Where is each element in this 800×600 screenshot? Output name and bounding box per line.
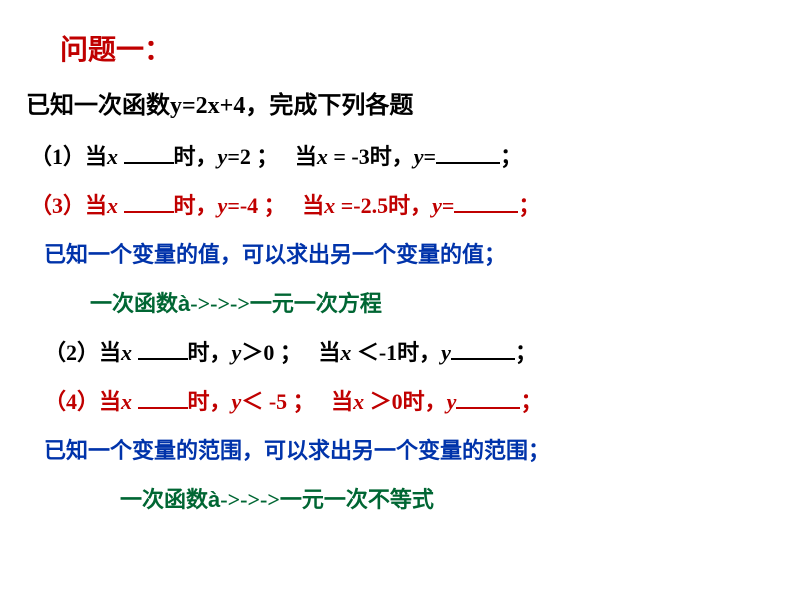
q1-p1c: =2 ；: [227, 144, 278, 169]
arrow-line-1: 一次函数à->->->一元一次方程: [90, 287, 780, 320]
blank-fill: [436, 162, 500, 164]
q1-num: （1）: [30, 144, 85, 169]
var-y: y: [414, 144, 424, 169]
arrow-src: 一次函数: [90, 291, 178, 316]
var-y: y: [432, 193, 442, 218]
var-x: x: [324, 193, 335, 218]
var-x: x: [121, 389, 132, 414]
var-x: x: [340, 340, 351, 365]
blank-fill: [451, 358, 515, 360]
q3-p2b: =-2.5时，: [335, 193, 432, 218]
var-x: x: [107, 144, 118, 169]
intro-prefix: 已知一次函数: [26, 93, 170, 119]
question-2: （2）当x 时，y＞0 ； 当x ＜-1时，y；: [44, 336, 780, 369]
blank-fill: [124, 211, 174, 213]
var-y: y: [218, 144, 228, 169]
var-y: y: [232, 389, 242, 414]
q4-p1b: 时，: [188, 389, 232, 414]
q3-num: （3）: [30, 193, 85, 218]
q1-p1a: 当: [85, 144, 107, 169]
q4-num: （4）: [44, 389, 99, 414]
var-y: y: [218, 193, 228, 218]
arrow-dst: 一元一次不等式: [280, 487, 434, 512]
q1-p2a: 当: [295, 144, 317, 169]
q1-p2d: ；: [500, 144, 522, 169]
q1-p2c: =: [424, 144, 437, 169]
q3-p1c: =-4 ；: [227, 193, 285, 218]
arrow-seq: ->->->: [220, 487, 280, 512]
q2-num: （2）: [44, 340, 99, 365]
summary-value: 已知一个变量的值，可以求出另一个变量的值；: [44, 238, 780, 271]
question-3: （3）当x 时，y=-4 ； 当x =-2.5时，y=；: [30, 189, 780, 222]
var-x: x: [317, 144, 328, 169]
intro-text: 已知一次函数y=2x+4，完成下列各题: [26, 88, 780, 124]
q2-p1c: ＞0 ；: [241, 340, 302, 365]
q4-p2a: 当: [331, 389, 353, 414]
arrow-seq: ->->->: [190, 291, 250, 316]
var-y: y: [232, 340, 242, 365]
blank-fill: [124, 162, 174, 164]
q4-p2d: ；: [520, 389, 542, 414]
var-y: y: [441, 340, 451, 365]
q1-p1b: 时，: [174, 144, 218, 169]
auto-arrow-icon: à: [208, 487, 220, 512]
var-y: y: [447, 389, 457, 414]
intro-suffix: ，完成下列各题: [245, 93, 413, 119]
q3-p2d: ；: [518, 193, 540, 218]
blank-fill: [138, 358, 188, 360]
auto-arrow-icon: à: [178, 291, 190, 316]
question-1: （1）当x 时，y=2 ； 当x = -3时，y=；: [30, 140, 780, 173]
q2-p2a: 当: [318, 340, 340, 365]
var-x: x: [121, 340, 132, 365]
blank-fill: [456, 407, 520, 409]
var-x: x: [107, 193, 118, 218]
summary-range: 已知一个变量的范围，可以求出另一个变量的范围；: [44, 434, 780, 467]
arrow-line-2: 一次函数à->->->一元一次不等式: [120, 483, 780, 516]
q4-p2b: ＞0时，: [364, 389, 447, 414]
q2-p2b: ＜-1时，: [351, 340, 441, 365]
arrow-dst: 一元一次方程: [250, 291, 382, 316]
slide-container: 问题一： 已知一次函数y=2x+4，完成下列各题 （1）当x 时，y=2 ； 当…: [0, 0, 800, 552]
q2-p2d: ；: [515, 340, 537, 365]
blank-fill: [138, 407, 188, 409]
section-title: 问题一：: [60, 30, 780, 72]
q3-p1b: 时，: [174, 193, 218, 218]
intro-eq: y=2x+4: [170, 93, 245, 119]
q1-p2b: = -3时，: [328, 144, 414, 169]
var-x: x: [353, 389, 364, 414]
q3-p2a: 当: [302, 193, 324, 218]
q2-p1a: 当: [99, 340, 121, 365]
q3-p1a: 当: [85, 193, 107, 218]
arrow-src: 一次函数: [120, 487, 208, 512]
blank-fill: [454, 211, 518, 213]
question-4: （4）当x 时，y＜ -5 ； 当x ＞0时，y；: [44, 385, 780, 418]
q4-p1a: 当: [99, 389, 121, 414]
q4-p1c: ＜ -5 ；: [241, 389, 314, 414]
q3-p2c: =: [442, 193, 455, 218]
q2-p1b: 时，: [188, 340, 232, 365]
